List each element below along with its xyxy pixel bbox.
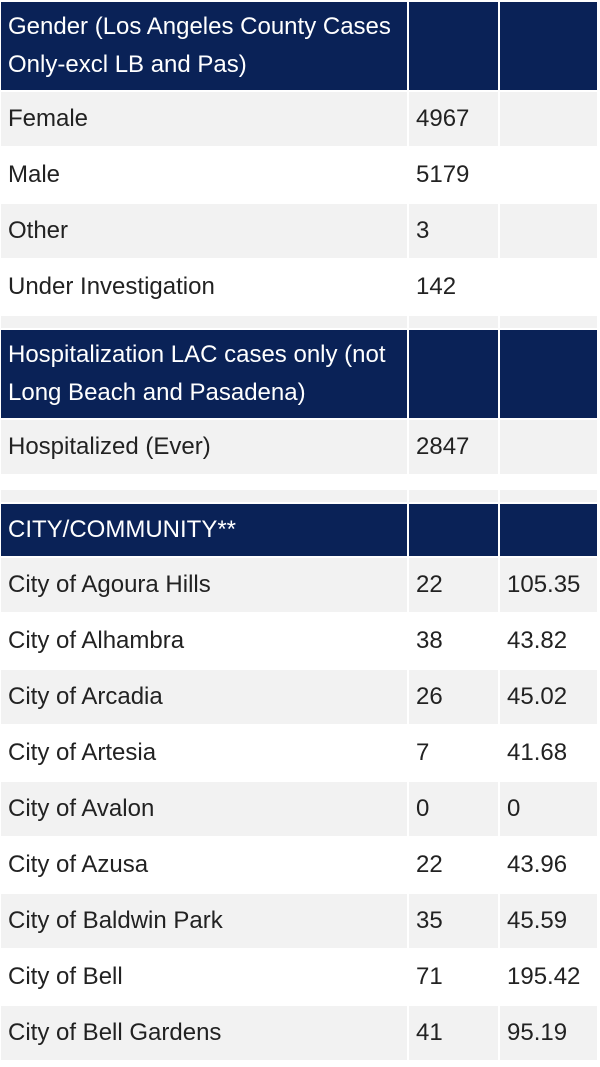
row-rate: 45.59 [500,894,597,948]
table-row: City of Azusa 22 43.96 [1,838,597,892]
row-rate: 41.68 [500,726,597,780]
row-label: City of Arcadia [1,670,407,724]
row-label: Hospitalized (Ever) [1,420,407,474]
spacer-row [1,490,597,502]
row-label: City of Bell Gardens [1,1006,407,1060]
row-rate: 195.42 [500,950,597,1004]
table-row: Male 5179 [1,148,597,202]
table-row: City of Arcadia 26 45.02 [1,670,597,724]
header-empty-cell [409,2,498,90]
row-rate [500,204,597,258]
row-rate [500,420,597,474]
row-label: City of Azusa [1,838,407,892]
row-count: 5179 [409,148,498,202]
row-count: 3 [409,204,498,258]
table-row: City of Alhambra 38 43.82 [1,614,597,668]
table-row: Other 3 [1,204,597,258]
header-empty-cell [409,330,498,418]
row-rate: 95.19 [500,1006,597,1060]
row-label: Under Investigation [1,260,407,314]
spacer-row [1,476,597,488]
row-count: 142 [409,260,498,314]
row-label: Male [1,148,407,202]
header-empty-cell [409,504,498,556]
city-header: CITY/COMMUNITY** [1,504,407,556]
table-row: City of Avalon 0 0 [1,782,597,836]
row-count: 71 [409,950,498,1004]
row-rate [500,260,597,314]
row-label: Female [1,92,407,146]
row-count: 38 [409,614,498,668]
row-count: 4967 [409,92,498,146]
row-label: City of Bell [1,950,407,1004]
hospitalization-header-row: Hospitalization LAC cases only (not Long… [1,330,597,418]
row-count: 22 [409,558,498,612]
row-count: 0 [409,782,498,836]
table-row: City of Baldwin Park 35 45.59 [1,894,597,948]
table-row: City of Agoura Hills 22 105.35 [1,558,597,612]
row-count: 35 [409,894,498,948]
row-label: City of Avalon [1,782,407,836]
header-empty-cell [500,2,597,90]
row-count: 26 [409,670,498,724]
hospitalization-header: Hospitalization LAC cases only (not Long… [1,330,407,418]
row-count: 41 [409,1006,498,1060]
table-row: Female 4967 [1,92,597,146]
table-row: Hospitalized (Ever) 2847 [1,420,597,474]
table-row: Under Investigation 142 [1,260,597,314]
row-label: City of Artesia [1,726,407,780]
row-label: City of Baldwin Park [1,894,407,948]
row-count: 7 [409,726,498,780]
row-rate [500,148,597,202]
city-header-row: CITY/COMMUNITY** [1,504,597,556]
row-rate: 45.02 [500,670,597,724]
header-empty-cell [500,330,597,418]
row-rate: 43.82 [500,614,597,668]
row-label: City of Agoura Hills [1,558,407,612]
row-count: 22 [409,838,498,892]
header-empty-cell [500,504,597,556]
row-rate: 0 [500,782,597,836]
gender-header-row: Gender (Los Angeles County Cases Only-ex… [1,2,597,90]
row-label: Other [1,204,407,258]
gender-header: Gender (Los Angeles County Cases Only-ex… [1,2,407,90]
table-row: City of Artesia 7 41.68 [1,726,597,780]
spacer-row [1,316,597,328]
row-label: City of Alhambra [1,614,407,668]
row-rate [500,92,597,146]
row-count: 2847 [409,420,498,474]
row-rate: 105.35 [500,558,597,612]
table-row: City of Bell Gardens 41 95.19 [1,1006,597,1060]
row-rate: 43.96 [500,838,597,892]
table-row: City of Bell 71 195.42 [1,950,597,1004]
